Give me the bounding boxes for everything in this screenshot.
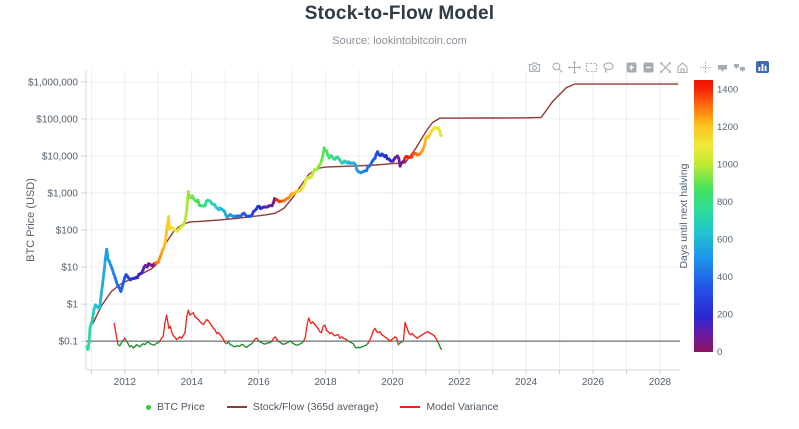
svg-text:$1,000: $1,000 — [47, 189, 78, 200]
x-axis-tick-labels: 2012 2014 2016 2018 2020 2022 2024 2026 2028 — [114, 377, 672, 388]
model-variance-series — [113, 309, 443, 350]
legend-item-btc-price[interactable]: BTC Price — [146, 401, 205, 413]
gridlines — [86, 70, 680, 370]
svg-text:800: 800 — [717, 197, 733, 208]
pan-icon[interactable] — [568, 60, 581, 74]
toggle-spikelines-icon[interactable] — [699, 61, 712, 74]
svg-text:2012: 2012 — [114, 377, 137, 388]
autoscale-icon[interactable] — [659, 61, 672, 74]
lasso-select-icon[interactable] — [602, 61, 615, 74]
svg-text:2020: 2020 — [381, 377, 404, 388]
hover-compare-icon[interactable] — [733, 61, 746, 74]
legend-label-model-variance: Model Variance — [426, 401, 499, 413]
plotly-modebar — [524, 59, 769, 75]
colorbar-title: Days until next halving — [678, 163, 690, 268]
svg-text:2022: 2022 — [448, 377, 471, 388]
zoom-in-icon[interactable] — [625, 61, 638, 74]
svg-text:$0.1: $0.1 — [59, 337, 79, 348]
axis-lines — [81, 70, 680, 374]
svg-text:2024: 2024 — [515, 377, 538, 388]
zoom-icon[interactable] — [551, 61, 564, 74]
legend: BTC Price Stock/Flow (365d average) Mode… — [146, 401, 521, 413]
svg-text:$1: $1 — [67, 300, 79, 311]
svg-text:2026: 2026 — [582, 377, 605, 388]
btc-price-marker-swatch — [146, 404, 151, 410]
model-variance-line-swatch — [400, 406, 421, 408]
legend-item-model-variance[interactable]: Model Variance — [400, 401, 499, 413]
legend-label-btc-price: BTC Price — [157, 401, 205, 413]
svg-text:2014: 2014 — [181, 377, 204, 388]
btc-price-series — [85, 125, 443, 351]
stock-flow-model-line — [92, 83, 679, 324]
svg-text:$10,000: $10,000 — [42, 151, 79, 162]
legend-label-stock-flow: Stock/Flow (365d average) — [252, 401, 379, 413]
svg-text:$100,000: $100,000 — [36, 114, 78, 125]
camera-icon[interactable] — [528, 61, 541, 74]
source-line: Source: lookintobitcoin.com — [332, 35, 467, 47]
y-axis-title: BTC Price (USD) — [25, 178, 37, 262]
legend-item-stock-flow[interactable]: Stock/Flow (365d average) — [226, 401, 379, 413]
svg-text:200: 200 — [717, 310, 733, 321]
svg-text:$1,000,000: $1,000,000 — [28, 77, 78, 88]
plotly-logo-icon[interactable] — [756, 61, 769, 74]
svg-text:$100: $100 — [56, 226, 79, 237]
svg-text:1000: 1000 — [717, 159, 738, 170]
zoom-out-icon[interactable] — [642, 61, 655, 74]
svg-text:600: 600 — [717, 234, 733, 245]
svg-text:2028: 2028 — [649, 377, 672, 388]
svg-text:0: 0 — [717, 347, 722, 358]
page-title: Stock-to-Flow Model — [304, 3, 495, 24]
svg-text:1200: 1200 — [717, 122, 738, 133]
hover-closest-icon[interactable] — [716, 61, 729, 74]
y-axis-tick-labels: $1,000,000 $100,000 $10,000 $1,000 $100 $10 $1… — [28, 77, 78, 347]
stock-flow-line-swatch — [226, 406, 247, 408]
box-select-icon[interactable] — [585, 61, 598, 74]
reset-axes-icon[interactable] — [676, 61, 689, 74]
svg-text:$10: $10 — [61, 263, 78, 274]
svg-text:2016: 2016 — [247, 377, 270, 388]
svg-text:400: 400 — [717, 272, 733, 283]
svg-text:1400: 1400 — [717, 84, 738, 95]
colorbar: 0 200 400 600 800 1000 1200 1400 Days until next… — [678, 80, 738, 358]
svg-text:2018: 2018 — [314, 377, 337, 388]
